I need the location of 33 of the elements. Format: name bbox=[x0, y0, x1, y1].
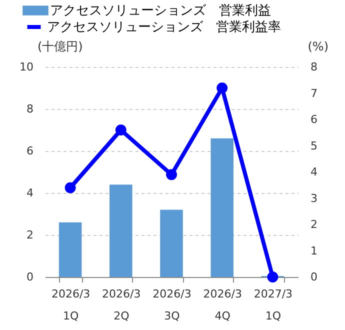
legend-label: アクセスソリューションズ 営業利益 bbox=[50, 4, 271, 18]
y-axis-title: (十億円) bbox=[38, 40, 83, 54]
y-tick-label: 4 bbox=[26, 186, 34, 200]
y-tick-label: 0 bbox=[26, 270, 34, 284]
bar bbox=[110, 184, 132, 277]
y2-tick-label: 8 bbox=[310, 60, 318, 74]
y2-tick-label: 4 bbox=[310, 166, 318, 178]
y-tick-label: 8 bbox=[26, 102, 34, 116]
bar bbox=[210, 138, 234, 277]
y2-tick-label: 5 bbox=[310, 139, 318, 152]
y2-tick-label: 0 bbox=[310, 270, 318, 284]
bar bbox=[160, 210, 183, 277]
point bbox=[166, 169, 177, 180]
y2-axis-title: (%) bbox=[308, 40, 328, 54]
x-tick-label: 2026/3 4Q bbox=[203, 288, 242, 322]
point bbox=[216, 82, 228, 94]
y-tick-label: 10 bbox=[20, 60, 34, 74]
x-tick-label: 2026/3 3Q bbox=[152, 288, 192, 322]
y-tick-label: 2 bbox=[26, 228, 34, 242]
point bbox=[267, 272, 278, 282]
bar bbox=[58, 222, 82, 277]
y-tick-label: 6 bbox=[26, 144, 34, 158]
point bbox=[115, 124, 126, 136]
x-tick-label: 2027/3 1Q bbox=[254, 288, 293, 322]
x-tick-label: 2026/3 2Q bbox=[102, 288, 141, 322]
y2-tick-label: 6 bbox=[310, 113, 318, 126]
x-tick-label: 2026/3 1Q bbox=[51, 288, 90, 322]
y2-tick-label: 7 bbox=[310, 86, 318, 100]
y2-tick-label: 1 bbox=[310, 244, 318, 258]
y2-tick-label: 3 bbox=[310, 192, 318, 205]
point bbox=[64, 182, 76, 194]
legend-label: アクセスソリューションズ 営業利益率 bbox=[47, 19, 281, 35]
y2-tick-label: 2 bbox=[310, 218, 318, 231]
